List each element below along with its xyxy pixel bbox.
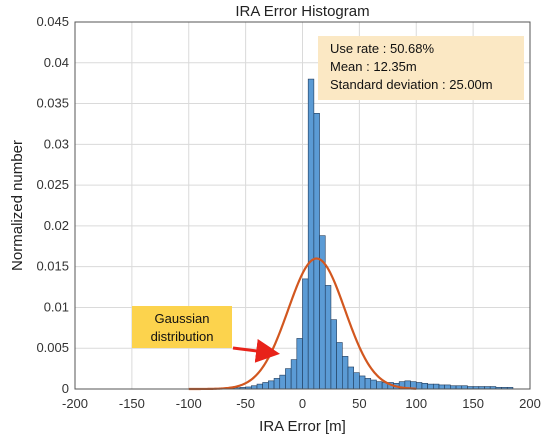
histogram-bar [359,375,366,390]
gaussian-curve [188,257,417,391]
histogram-bar [444,384,451,390]
histogram-bar [336,342,343,390]
histogram-bar [342,356,349,390]
x-tick-label: -100 [176,396,202,411]
histogram-bar [364,378,372,390]
y-tick-label: 0.04 [44,55,69,70]
chart-title: IRA Error Histogram [235,3,369,20]
x-tick-label: -200 [62,396,88,411]
stat-mean: Mean : 12.35m [330,59,417,74]
x-tick-label: 200 [519,396,541,411]
y-tick-label: 0.02 [44,218,69,233]
histogram-bar [313,113,320,390]
callout-background [132,306,232,348]
histogram-bar [438,384,445,390]
histogram-bar [273,378,281,390]
x-tick-label: 100 [405,396,427,411]
histogram-bar [376,381,383,390]
histogram-bar [370,379,377,390]
x-tick-label: 150 [462,396,484,411]
histogram-bar [262,382,269,390]
y-tick-labels: 0 0.005 0.01 0.015 0.02 0.025 0.03 0.035 0.04 0.0… [36,14,69,396]
x-tick-label: -50 [236,396,255,411]
stats-box-background [318,36,524,100]
histogram-bar [256,383,263,390]
callout-arrow-icon [232,338,281,363]
histogram-bar [279,374,286,390]
y-axis-label: Normalized number [9,140,26,271]
histogram-bar [353,372,360,390]
y-tick-label: 0.005 [36,340,69,355]
histogram-bar [290,359,298,390]
stats-box: Use rate : 50.68% Mean : 12.35m Standard… [318,36,524,100]
histogram-bar [433,383,440,390]
histogram-bar [421,382,428,390]
histogram-bar [330,319,337,390]
plot-frame [74,21,531,390]
x-tick-label: -150 [119,396,145,411]
histogram-bar [302,278,309,390]
histogram-bar [296,338,303,390]
histogram-bar [427,383,434,390]
y-tick-label: 0.045 [36,14,69,29]
stat-use-rate: Use rate : 50.68% [330,41,434,56]
stat-std: Standard deviation : 25.00m [330,77,493,92]
y-tick-label: 0.03 [44,136,69,151]
x-axis-label: IRA Error [m] [259,418,346,435]
callout-line-1: Gaussian [155,311,210,326]
histogram-bar [347,366,354,390]
y-tick-label: 0.01 [44,299,69,314]
x-tick-label: 0 [299,396,306,411]
histogram-bar [415,382,423,390]
gaussian-callout: Gaussian distribution [132,306,281,363]
x-tick-label: 50 [352,396,366,411]
y-tick-label: 0.025 [36,177,69,192]
x-tick-labels: -200 -150 -100 -50 0 50 100 150 200 [62,396,541,411]
histogram-bar [268,380,275,390]
gaussian-curve-group [188,257,417,391]
histogram-bar [285,368,292,390]
y-tick-label: 0.035 [36,96,69,111]
callout-line-2: distribution [151,329,214,344]
histogram-bar [324,285,332,390]
y-tick-label: 0 [62,381,69,396]
histogram-bar [307,78,315,390]
histogram-bars [188,78,514,390]
y-tick-label: 0.015 [36,259,69,274]
